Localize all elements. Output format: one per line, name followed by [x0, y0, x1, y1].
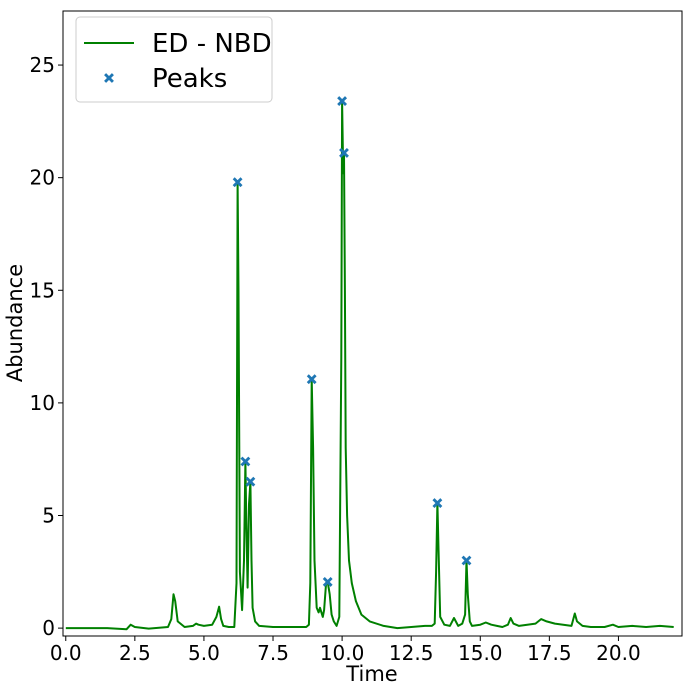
peak-marker	[306, 374, 317, 385]
legend-box	[75, 16, 273, 103]
y-tick-label: 0	[42, 616, 55, 640]
legend: ED - NBD Peaks	[75, 16, 273, 103]
x-tick-label: 7.5	[257, 641, 289, 665]
legend-label-series: ED - NBD	[152, 29, 272, 59]
series-line-ed-nbd	[65, 100, 674, 631]
peak-marker	[322, 576, 333, 587]
x-tick-label: 17.5	[527, 641, 572, 665]
y-tick-label: 25	[30, 53, 55, 77]
legend-label-peaks: Peaks	[152, 64, 227, 94]
legend-marker-swatch	[104, 73, 114, 83]
x-axis: 0.0 2.5 5.0 7.5 10.0 12.5 15.0 17.5 20.0	[50, 636, 641, 665]
peak-marker	[240, 456, 251, 467]
x-tick-label: 5.0	[188, 641, 220, 665]
y-axis: 0 5 10 15 20 25	[30, 53, 63, 640]
y-tick-label: 5	[42, 504, 55, 528]
x-tick-label: 12.5	[389, 641, 434, 665]
peak-marker	[461, 555, 472, 566]
peak-marker	[337, 96, 348, 107]
y-tick-label: 15	[30, 278, 55, 302]
x-tick-label: 0.0	[50, 641, 82, 665]
x-tick-label: 20.0	[596, 641, 641, 665]
legend-peak-marker	[104, 73, 114, 83]
series-layer	[65, 96, 674, 631]
peak-marker	[339, 147, 349, 158]
peak-marker	[232, 177, 243, 188]
x-tick-label: 15.0	[458, 641, 503, 665]
x-tick-label: 10.0	[320, 641, 365, 665]
x-tick-label: 2.5	[119, 641, 151, 665]
peak-marker	[432, 498, 443, 509]
peak-marker	[245, 476, 256, 487]
plot-area-frame	[62, 10, 683, 637]
y-tick-label: 10	[30, 391, 55, 415]
y-tick-label: 20	[30, 166, 55, 190]
y-axis-label: Abundance	[3, 264, 27, 382]
x-axis-label: Time	[345, 662, 397, 686]
